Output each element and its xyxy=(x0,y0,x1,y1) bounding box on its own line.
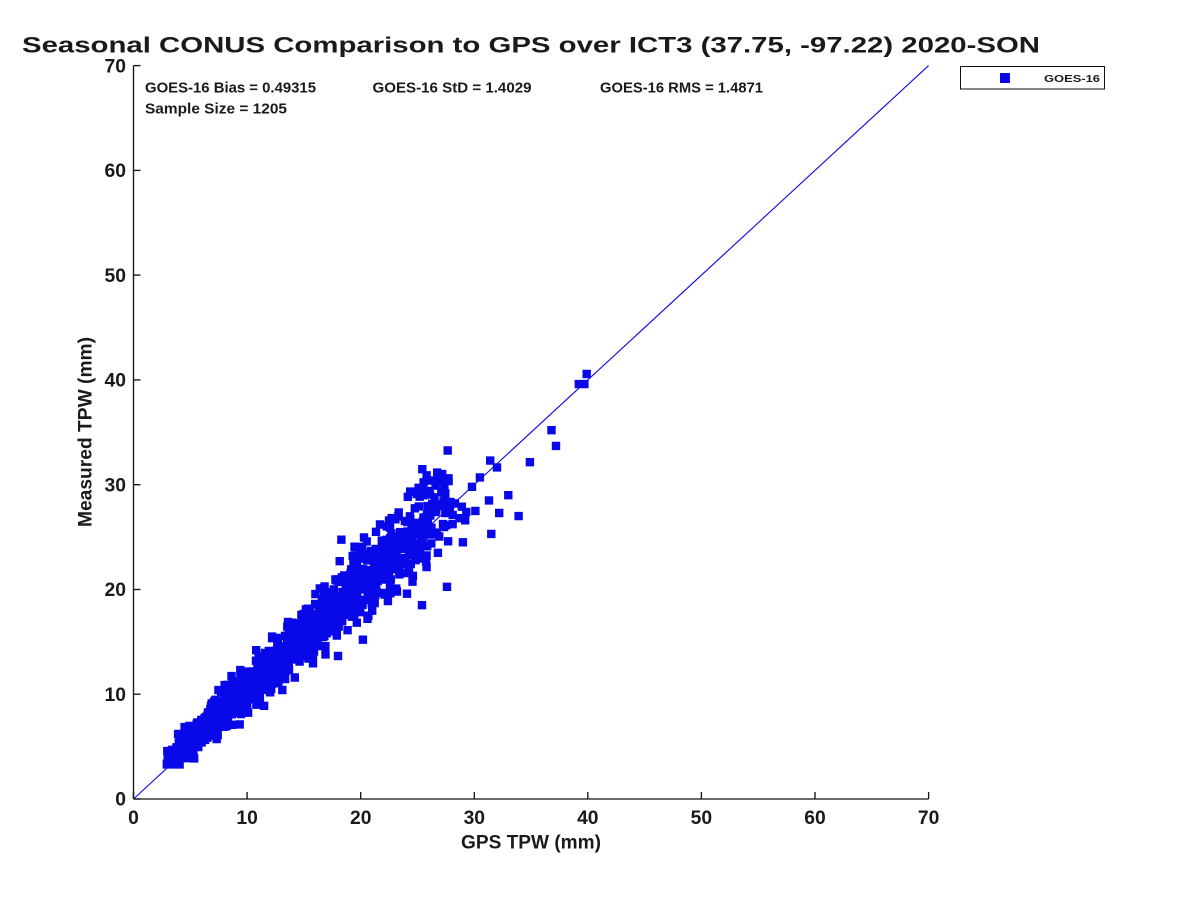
svg-text:60: 60 xyxy=(105,161,126,182)
svg-text:Seasonal CONUS Comparison to G: Seasonal CONUS Comparison to GPS over IC… xyxy=(22,33,1040,58)
svg-text:GOES-16 Bias = 0.49315: GOES-16 Bias = 0.49315 xyxy=(145,80,316,97)
svg-text:0: 0 xyxy=(128,808,139,829)
svg-text:20: 20 xyxy=(105,580,126,601)
svg-text:Measured TPW (mm): Measured TPW (mm) xyxy=(75,337,97,527)
svg-text:70: 70 xyxy=(105,56,126,77)
svg-text:40: 40 xyxy=(577,808,598,829)
svg-text:0: 0 xyxy=(115,790,126,811)
svg-text:30: 30 xyxy=(464,808,485,829)
svg-text:GPS TPW (mm): GPS TPW (mm) xyxy=(461,832,601,854)
svg-text:GOES-16: GOES-16 xyxy=(1044,73,1100,85)
svg-text:10: 10 xyxy=(236,808,257,829)
svg-text:50: 50 xyxy=(691,808,712,829)
svg-text:30: 30 xyxy=(105,475,126,496)
svg-text:50: 50 xyxy=(105,266,126,287)
svg-text:20: 20 xyxy=(350,808,371,829)
svg-text:60: 60 xyxy=(804,808,825,829)
svg-text:GOES-16 RMS = 1.4871: GOES-16 RMS = 1.4871 xyxy=(600,80,763,97)
svg-text:70: 70 xyxy=(918,808,939,829)
svg-text:Sample Size = 1205: Sample Size = 1205 xyxy=(145,101,287,118)
svg-text:GOES-16 StD = 1.4029: GOES-16 StD = 1.4029 xyxy=(373,80,532,97)
svg-text:40: 40 xyxy=(105,371,126,392)
svg-text:10: 10 xyxy=(105,685,126,706)
